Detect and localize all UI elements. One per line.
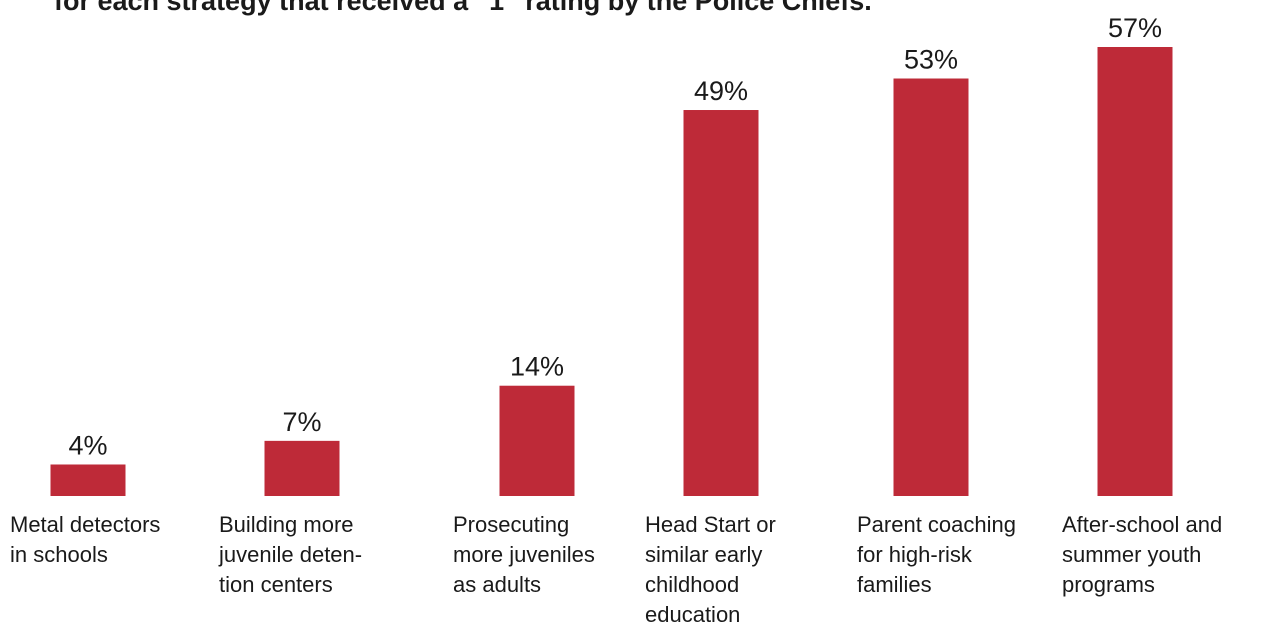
category-label: Parent coaching for high-risk families: [857, 512, 1016, 597]
data-label: 7%: [282, 407, 321, 437]
data-label: 53%: [904, 45, 958, 75]
data-label: 14%: [510, 352, 564, 382]
data-label: 4%: [68, 430, 107, 460]
category-label: Prosecuting more juveniles as adults: [453, 512, 595, 597]
category-label: After-school and summer youth programs: [1062, 512, 1223, 597]
category-label: Head Start or similar early childhood ed…: [645, 512, 776, 627]
bar: [499, 385, 575, 496]
chart-title: for each strategy that received a “1” ra…: [54, 0, 872, 16]
bar: [264, 440, 340, 496]
data-label: 57%: [1108, 13, 1162, 43]
bar: [893, 78, 969, 496]
bar: [1097, 47, 1173, 496]
data-label: 49%: [694, 76, 748, 106]
bar: [683, 110, 759, 496]
category-label: Building more juvenile deten- tion cente…: [219, 512, 363, 597]
bar: [50, 464, 126, 496]
category-label: Metal detectors in schools: [10, 512, 161, 567]
